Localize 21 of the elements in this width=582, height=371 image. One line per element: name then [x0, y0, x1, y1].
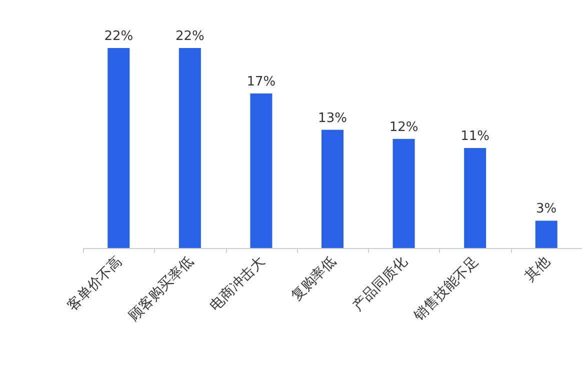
x-tick-label: 复购率低: [288, 254, 340, 304]
bar: [178, 48, 201, 248]
x-tick-label: 客单价不高: [64, 254, 126, 314]
data-label: 22%: [175, 29, 204, 44]
x-tick-label: 顾客购买率低: [126, 254, 197, 324]
data-label: 22%: [104, 29, 134, 44]
bar: [250, 93, 272, 248]
bar: [322, 130, 344, 248]
data-label: 3%: [536, 202, 557, 217]
data-label: 13%: [318, 110, 347, 126]
x-tick-label: 产品同质化: [350, 254, 411, 314]
x-tick-label: 其他: [522, 254, 554, 285]
bar: [464, 148, 486, 248]
data-label: 11%: [460, 129, 490, 144]
x-tick-label: 销售技能不足: [410, 254, 482, 325]
bar: [535, 220, 558, 248]
data-label: 17%: [246, 74, 276, 90]
bar: [108, 48, 130, 248]
x-tick-label: 电商冲击大: [207, 254, 268, 314]
data-label: 12%: [389, 120, 418, 135]
bar: [392, 138, 415, 248]
